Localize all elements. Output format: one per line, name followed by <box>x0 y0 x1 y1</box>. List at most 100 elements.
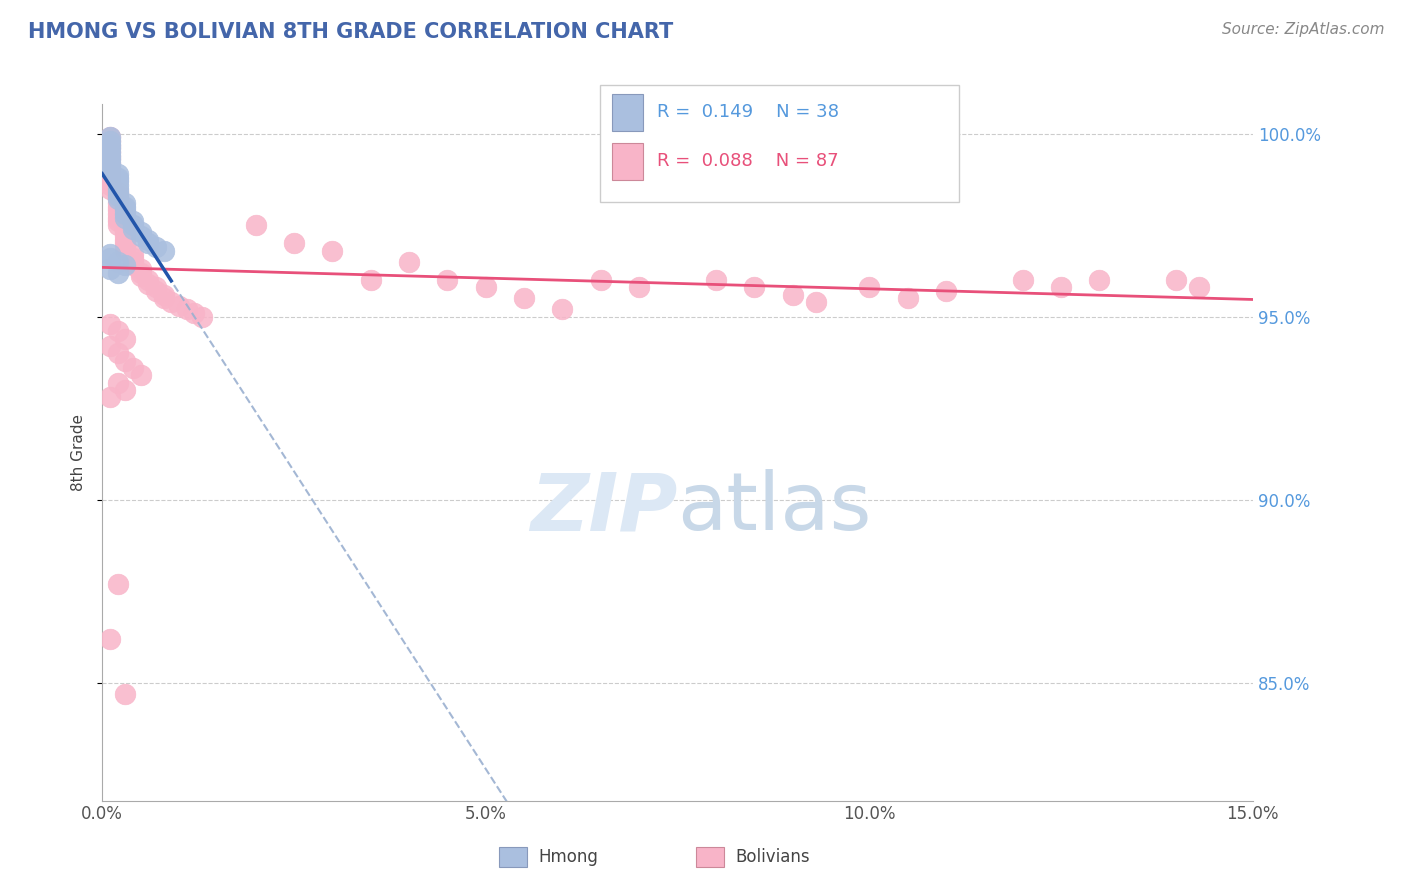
Point <box>98 141 121 155</box>
Point <box>145 280 167 294</box>
Point <box>98 152 121 166</box>
Point <box>107 207 129 221</box>
Point <box>1050 280 1073 294</box>
Point <box>114 383 136 397</box>
Point <box>98 148 121 162</box>
Text: ZIP: ZIP <box>530 469 678 547</box>
Y-axis label: 8th Grade: 8th Grade <box>72 414 86 491</box>
Point <box>98 134 121 148</box>
Point <box>935 284 957 298</box>
Point <box>1011 273 1033 287</box>
Point <box>107 214 129 228</box>
Point <box>107 211 129 225</box>
Text: R =  0.149    N = 38: R = 0.149 N = 38 <box>657 103 838 121</box>
Point <box>897 292 920 306</box>
Point <box>122 255 145 269</box>
Point <box>160 295 183 310</box>
Point <box>114 353 136 368</box>
Point <box>129 269 152 284</box>
Point <box>136 233 159 247</box>
Point <box>98 141 121 155</box>
Point <box>114 332 136 346</box>
Point <box>129 226 152 240</box>
Point <box>98 317 121 331</box>
Point <box>114 236 136 251</box>
Point <box>98 163 121 178</box>
Point <box>114 200 136 214</box>
Point <box>98 156 121 170</box>
Point <box>804 295 827 310</box>
Point <box>107 203 129 218</box>
Point <box>183 306 205 320</box>
Point <box>98 134 121 148</box>
Point <box>628 280 651 294</box>
Point <box>245 218 267 232</box>
Point <box>107 193 129 207</box>
Point <box>114 229 136 244</box>
Point <box>136 277 159 291</box>
Point <box>107 167 129 181</box>
Point <box>122 247 145 261</box>
Point <box>129 266 152 280</box>
Point <box>283 236 305 251</box>
Text: Hmong: Hmong <box>538 848 599 866</box>
Point <box>589 273 612 287</box>
Point <box>858 280 880 294</box>
Point <box>474 280 496 294</box>
Point <box>114 211 136 225</box>
Point <box>1188 280 1211 294</box>
Point <box>122 214 145 228</box>
Point <box>98 174 121 188</box>
Text: atlas: atlas <box>678 469 872 547</box>
Point <box>360 273 382 287</box>
Point <box>98 181 121 195</box>
Point <box>129 368 152 383</box>
Point <box>98 178 121 192</box>
Point <box>129 229 152 244</box>
Point <box>98 137 121 152</box>
Point <box>98 130 121 145</box>
Point <box>136 273 159 287</box>
Point <box>114 207 136 221</box>
Point <box>136 236 159 251</box>
Point <box>107 266 129 280</box>
Point <box>98 145 121 159</box>
Point <box>114 687 136 701</box>
Point <box>98 339 121 353</box>
Point <box>1088 273 1111 287</box>
Point <box>114 240 136 254</box>
Point <box>704 273 727 287</box>
Point <box>152 287 174 301</box>
Point <box>1166 273 1188 287</box>
Point <box>107 189 129 203</box>
Text: R =  0.088    N = 87: R = 0.088 N = 87 <box>657 153 838 170</box>
Point <box>436 273 458 287</box>
Point <box>152 244 174 258</box>
Point <box>107 185 129 199</box>
Point <box>114 222 136 236</box>
Point <box>122 361 145 376</box>
Point <box>98 130 121 145</box>
Point <box>122 222 145 236</box>
Point <box>122 259 145 273</box>
Point <box>98 251 121 265</box>
Point <box>122 251 145 265</box>
Point <box>107 218 129 232</box>
Text: Source: ZipAtlas.com: Source: ZipAtlas.com <box>1222 22 1385 37</box>
Point <box>107 200 129 214</box>
Text: Bolivians: Bolivians <box>735 848 810 866</box>
Point <box>122 218 145 232</box>
Point <box>98 137 121 152</box>
Point <box>107 346 129 360</box>
Point <box>107 170 129 185</box>
Point <box>107 178 129 192</box>
Point <box>167 299 190 313</box>
Point <box>98 262 121 277</box>
Point <box>114 259 136 273</box>
Point <box>321 244 343 258</box>
Point <box>98 167 121 181</box>
Point <box>114 226 136 240</box>
Point <box>107 577 129 591</box>
Point <box>107 185 129 199</box>
Point <box>107 174 129 188</box>
